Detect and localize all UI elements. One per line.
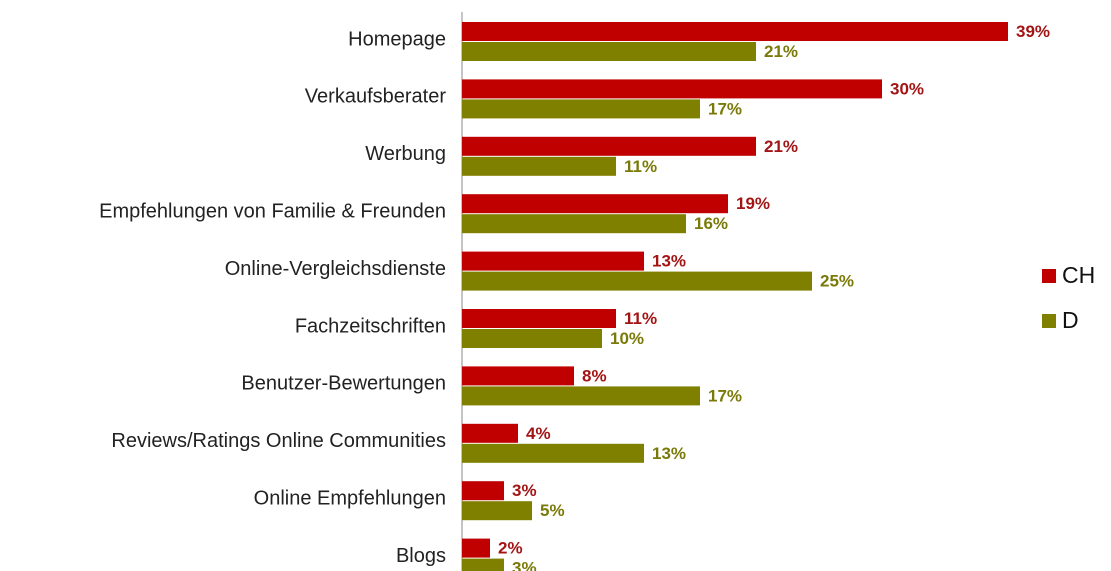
value-label: 5% — [540, 501, 565, 520]
value-label: 25% — [820, 272, 854, 291]
bar — [462, 329, 602, 348]
bar — [462, 251, 644, 271]
category-label: Empfehlungen von Familie & Freunden — [99, 200, 446, 222]
value-label: 11% — [624, 157, 657, 176]
bar — [462, 214, 686, 234]
bar — [462, 42, 756, 61]
bar — [462, 194, 728, 214]
bar — [462, 22, 1008, 41]
bar — [462, 538, 490, 558]
bar — [462, 79, 882, 99]
value-label: 3% — [512, 481, 537, 500]
category-label: Werbung — [365, 143, 446, 165]
category-label: Benutzer-Bewertungen — [241, 373, 446, 395]
value-label: 17% — [708, 99, 742, 118]
value-label: 21% — [764, 137, 798, 156]
value-label: 21% — [764, 42, 798, 61]
category-label: Verkaufsberater — [305, 86, 447, 108]
bar — [462, 309, 616, 328]
value-label: 8% — [582, 366, 607, 385]
bar — [462, 501, 532, 521]
bar — [462, 271, 812, 291]
value-label: 4% — [526, 424, 551, 443]
value-label: 13% — [652, 444, 686, 463]
bar — [462, 366, 574, 386]
legend-label: CH — [1062, 262, 1095, 288]
value-label: 10% — [610, 329, 644, 348]
bar — [462, 386, 700, 406]
legend-label: D — [1062, 307, 1079, 333]
value-label: 30% — [890, 79, 924, 98]
bar — [462, 136, 756, 156]
category-label: Fachzeitschriften — [295, 315, 446, 337]
legend-swatch — [1042, 314, 1056, 328]
value-label: 16% — [694, 214, 728, 233]
category-label: Reviews/Ratings Online Communities — [111, 430, 446, 452]
bar — [462, 443, 644, 463]
value-label: 17% — [708, 386, 742, 405]
value-label: 11% — [624, 309, 657, 328]
value-label: 39% — [1016, 22, 1050, 41]
value-label: 19% — [736, 194, 770, 213]
bar — [462, 99, 700, 119]
value-label: 2% — [498, 539, 523, 558]
value-label: 13% — [652, 252, 686, 271]
category-label: Blogs — [396, 545, 446, 567]
category-label: Online-Vergleichsdienste — [225, 258, 446, 280]
bar — [462, 423, 518, 443]
legend-swatch — [1042, 269, 1056, 283]
bar — [462, 156, 616, 176]
bar — [462, 558, 504, 571]
bar — [462, 481, 504, 501]
category-label: Online Empfehlungen — [254, 487, 446, 509]
value-label: 3% — [512, 559, 537, 571]
category-label: Homepage — [348, 28, 446, 50]
